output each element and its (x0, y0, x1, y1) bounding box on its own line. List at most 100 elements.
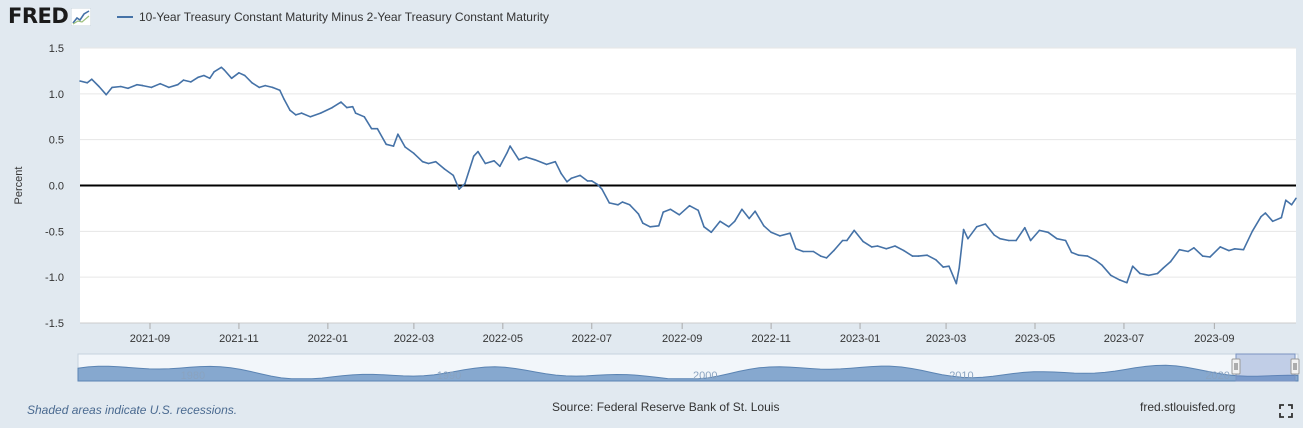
data-point (570, 177, 573, 179)
data-point (962, 228, 965, 231)
data-point (833, 249, 835, 252)
data-point (999, 237, 1001, 240)
data-point (220, 66, 223, 69)
data-point (319, 112, 322, 114)
data-point (658, 225, 660, 227)
data-point (642, 222, 644, 224)
data-point (86, 82, 89, 84)
navigator-handle[interactable] (1231, 358, 1241, 375)
data-point (209, 77, 211, 80)
data-point (223, 69, 226, 71)
data-point (1064, 239, 1067, 242)
y-tick-label: 0.5 (49, 135, 64, 147)
source-credit: Source: Federal Reserve Bank of St. Loui… (552, 400, 780, 414)
data-point (1295, 197, 1297, 200)
data-point (862, 240, 864, 243)
x-tick-label: 2023-05 (1015, 333, 1055, 345)
data-point (404, 146, 406, 148)
data-point (948, 265, 950, 267)
data-point (525, 156, 527, 158)
data-point (748, 217, 750, 220)
fred-logo[interactable]: FRED (8, 4, 92, 28)
data-point (458, 188, 460, 190)
data-point (197, 76, 199, 79)
data-point (79, 80, 81, 82)
y-tick-label: 1.5 (49, 43, 64, 55)
data-point (779, 235, 781, 237)
data-point (958, 267, 960, 269)
data-point (1029, 239, 1032, 242)
data-point (1086, 255, 1089, 257)
data-point (370, 127, 373, 130)
data-point (754, 210, 756, 212)
data-point (238, 72, 240, 74)
logo-text: FRED (8, 4, 69, 28)
data-point (608, 202, 611, 204)
data-point (903, 249, 905, 252)
data-point (917, 255, 920, 257)
data-point (309, 116, 312, 118)
data-point (560, 172, 562, 175)
data-point (1219, 246, 1221, 248)
data-point (566, 181, 568, 183)
data-point (346, 106, 348, 109)
x-tick-label: 2022-05 (483, 333, 523, 345)
data-point (669, 208, 672, 211)
data-point (300, 112, 303, 114)
data-point (1070, 251, 1073, 254)
data-point (1101, 264, 1103, 267)
data-point (427, 162, 430, 165)
navigator-year-label: 2000 (693, 370, 717, 382)
data-point (230, 77, 233, 80)
data-point (1187, 250, 1189, 253)
fullscreen-icon[interactable] (1279, 404, 1293, 418)
fred-url-link[interactable]: fred.stlouisfed.org (1140, 400, 1236, 414)
data-point (472, 155, 475, 157)
data-point (141, 84, 144, 87)
navigator-overview (77, 364, 1299, 382)
data-point (1290, 204, 1293, 206)
chart-legend[interactable]: 10-Year Treasury Constant Maturity Minus… (117, 10, 549, 24)
data-point (703, 226, 705, 228)
data-point (295, 114, 297, 116)
data-point (1118, 279, 1121, 281)
data-point (545, 163, 548, 166)
data-point (258, 86, 261, 89)
navigator-handle[interactable] (1290, 358, 1300, 375)
navigator-year-label: 1990 (437, 370, 461, 382)
data-point (1024, 226, 1026, 229)
data-point (397, 133, 399, 135)
data-point (926, 254, 928, 256)
data-point (90, 78, 93, 80)
data-point (251, 82, 253, 84)
data-point (1008, 239, 1010, 242)
data-point (662, 211, 664, 213)
data-point (363, 116, 366, 118)
recession-note: Shaded areas indicate U.S. recessions. (27, 403, 238, 417)
data-point (1015, 239, 1017, 242)
x-tick-label: 2023-09 (1194, 333, 1234, 345)
data-point (283, 98, 285, 101)
navigator-year-label: 2010 (949, 370, 973, 382)
data-point (579, 174, 581, 177)
data-point (789, 232, 791, 234)
navigator-year-label: 1980 (181, 370, 205, 382)
legend-swatch (117, 16, 133, 18)
data-point (601, 188, 603, 190)
data-point (279, 89, 281, 91)
data-point (340, 101, 342, 103)
navigator-year-label: 2020 (1205, 370, 1229, 382)
y-tick-label: -1.0 (45, 272, 64, 284)
data-point (150, 86, 153, 89)
data-point (763, 225, 765, 227)
data-point (1038, 229, 1041, 232)
data-point (1178, 248, 1181, 251)
navigator-window (1235, 353, 1296, 382)
y-tick-label: -0.5 (45, 226, 64, 238)
data-point (1201, 255, 1204, 257)
data-point (1169, 260, 1172, 263)
x-tick-label: 2021-09 (130, 333, 170, 345)
data-point (1271, 220, 1274, 223)
data-point (795, 248, 797, 250)
data-point (477, 150, 479, 153)
